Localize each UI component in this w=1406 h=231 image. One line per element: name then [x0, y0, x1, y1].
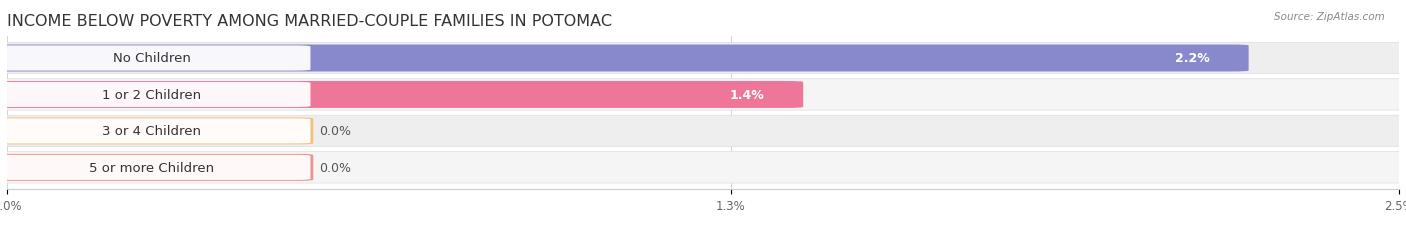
Text: 1.4%: 1.4% [730, 88, 765, 101]
FancyBboxPatch shape [0, 82, 311, 108]
FancyBboxPatch shape [0, 45, 1249, 72]
Text: 3 or 4 Children: 3 or 4 Children [103, 125, 201, 138]
FancyBboxPatch shape [0, 82, 803, 109]
FancyBboxPatch shape [0, 152, 1406, 183]
Text: No Children: No Children [112, 52, 191, 65]
Text: 0.0%: 0.0% [319, 125, 352, 138]
FancyBboxPatch shape [0, 155, 311, 180]
FancyBboxPatch shape [0, 118, 314, 145]
Text: 1 or 2 Children: 1 or 2 Children [103, 88, 201, 101]
Text: 0.0%: 0.0% [319, 161, 352, 174]
FancyBboxPatch shape [0, 116, 1406, 147]
Text: 5 or more Children: 5 or more Children [89, 161, 214, 174]
FancyBboxPatch shape [0, 154, 314, 181]
Text: 2.2%: 2.2% [1175, 52, 1209, 65]
FancyBboxPatch shape [0, 79, 1406, 111]
FancyBboxPatch shape [0, 46, 311, 71]
FancyBboxPatch shape [0, 43, 1406, 74]
FancyBboxPatch shape [0, 119, 311, 144]
Text: Source: ZipAtlas.com: Source: ZipAtlas.com [1274, 12, 1385, 21]
Text: INCOME BELOW POVERTY AMONG MARRIED-COUPLE FAMILIES IN POTOMAC: INCOME BELOW POVERTY AMONG MARRIED-COUPL… [7, 14, 612, 29]
